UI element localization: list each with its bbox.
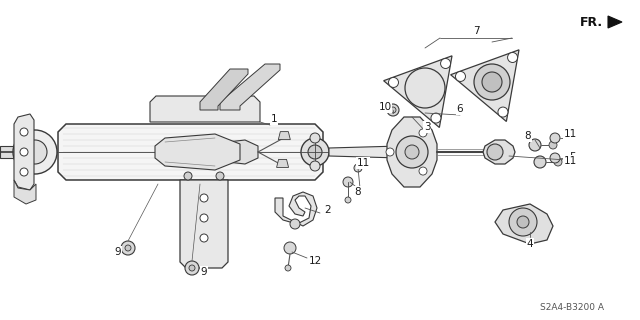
Circle shape: [343, 177, 353, 187]
Circle shape: [396, 136, 428, 168]
Circle shape: [189, 265, 195, 271]
Circle shape: [125, 245, 131, 251]
Text: 7: 7: [473, 26, 479, 36]
Polygon shape: [200, 69, 248, 110]
Polygon shape: [58, 124, 323, 180]
Circle shape: [20, 148, 28, 156]
Polygon shape: [608, 16, 622, 28]
Text: 2: 2: [324, 205, 332, 215]
Polygon shape: [383, 56, 452, 127]
Circle shape: [13, 130, 57, 174]
Text: 1: 1: [271, 114, 277, 124]
Text: S2A4-B3200 A: S2A4-B3200 A: [540, 302, 604, 311]
Text: 8: 8: [355, 187, 362, 197]
Text: 3: 3: [424, 122, 430, 132]
Circle shape: [216, 172, 224, 180]
Circle shape: [20, 168, 28, 176]
Polygon shape: [451, 50, 519, 122]
Polygon shape: [155, 134, 240, 170]
Circle shape: [388, 77, 399, 87]
Circle shape: [517, 216, 529, 228]
Circle shape: [456, 71, 465, 82]
Text: FR.: FR.: [580, 15, 603, 28]
Circle shape: [23, 140, 47, 164]
Circle shape: [121, 241, 135, 255]
Circle shape: [554, 158, 562, 166]
Text: 11: 11: [563, 129, 577, 139]
Text: 4: 4: [527, 239, 533, 249]
Circle shape: [431, 113, 441, 123]
Circle shape: [185, 261, 199, 275]
Polygon shape: [180, 180, 228, 268]
Circle shape: [200, 194, 208, 202]
Text: 9: 9: [115, 247, 122, 257]
Circle shape: [390, 107, 396, 113]
Circle shape: [419, 167, 427, 175]
Polygon shape: [495, 204, 553, 244]
Circle shape: [529, 139, 541, 151]
Text: 5: 5: [570, 152, 576, 162]
Polygon shape: [275, 192, 317, 226]
Polygon shape: [387, 117, 437, 187]
Text: 8: 8: [525, 131, 531, 141]
Circle shape: [508, 52, 518, 62]
Circle shape: [550, 133, 560, 143]
Circle shape: [354, 164, 362, 172]
Circle shape: [310, 133, 320, 143]
Circle shape: [184, 172, 192, 180]
Circle shape: [310, 161, 320, 171]
Circle shape: [386, 148, 394, 156]
Polygon shape: [278, 132, 291, 140]
Circle shape: [200, 214, 208, 222]
Text: 6: 6: [457, 104, 463, 114]
Polygon shape: [276, 159, 289, 167]
Circle shape: [419, 129, 427, 137]
Polygon shape: [329, 146, 408, 158]
Circle shape: [226, 146, 238, 158]
Circle shape: [200, 234, 208, 242]
Circle shape: [498, 107, 508, 117]
Polygon shape: [150, 96, 260, 122]
Circle shape: [487, 144, 503, 160]
Circle shape: [550, 153, 560, 163]
Polygon shape: [17, 130, 30, 142]
Circle shape: [285, 265, 291, 271]
Circle shape: [290, 219, 300, 229]
Circle shape: [308, 145, 322, 159]
Polygon shape: [14, 180, 36, 204]
Circle shape: [345, 197, 351, 203]
Circle shape: [387, 104, 399, 116]
Polygon shape: [220, 64, 280, 110]
Text: 11: 11: [563, 156, 577, 166]
Text: 10: 10: [378, 102, 392, 112]
Polygon shape: [210, 140, 258, 164]
Circle shape: [474, 64, 510, 100]
Circle shape: [301, 138, 329, 166]
Circle shape: [509, 208, 537, 236]
Polygon shape: [17, 162, 30, 174]
Circle shape: [405, 145, 419, 159]
Circle shape: [284, 242, 296, 254]
Text: 11: 11: [356, 158, 370, 168]
Circle shape: [440, 59, 451, 68]
Text: 9: 9: [201, 267, 207, 277]
Polygon shape: [14, 114, 34, 190]
Polygon shape: [483, 140, 515, 164]
Circle shape: [482, 72, 502, 92]
Text: 12: 12: [308, 256, 322, 266]
Circle shape: [534, 156, 546, 168]
Circle shape: [549, 141, 557, 149]
Bar: [0, 146, 18, 158]
Circle shape: [20, 128, 28, 136]
